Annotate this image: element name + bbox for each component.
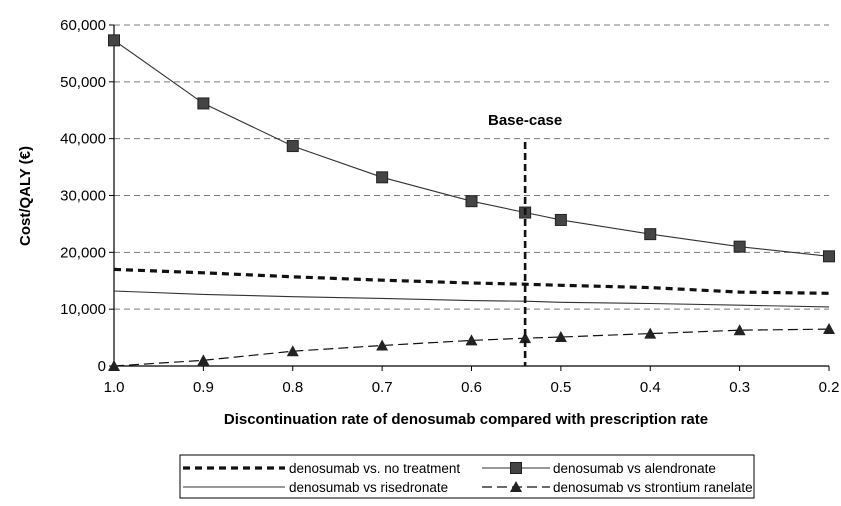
triangle-marker: [286, 345, 299, 357]
y-tick-labels: 0 10,000 20,000 30,000 40,000 50,000 60,000: [60, 17, 106, 375]
annotation: Base-case: [488, 112, 562, 366]
square-marker: [823, 250, 835, 263]
series-lines: [108, 34, 835, 371]
legend-item: denosumab vs. no treatment: [183, 461, 460, 476]
legend-item: denosumab vs alendronate: [482, 461, 716, 476]
legend-box: [179, 454, 755, 499]
series-line: [113, 267, 830, 295]
legend: denosumab vs. no treatment denosumab vs a…: [179, 454, 755, 499]
legend-label: denosumab vs alendronate: [553, 461, 716, 476]
y-tick-label: 10,000: [60, 301, 106, 318]
triangle-marker: [465, 334, 478, 346]
series-4: [108, 323, 835, 371]
triangle-marker: [510, 481, 522, 492]
triangle-marker: [823, 323, 835, 335]
legend-label: denosumab vs risedronate: [289, 480, 448, 495]
grid-lines: [114, 24, 829, 310]
y-tick-label: 20,000: [60, 244, 106, 261]
x-axis-title: Discontinuation rate of denosumab compar…: [224, 411, 708, 428]
triangle-marker: [376, 339, 389, 351]
series-line: [113, 39, 830, 257]
triangle-marker: [108, 360, 120, 371]
x-tick-label: 0.7: [372, 379, 393, 396]
y-axis-title: Cost/QALY (€): [17, 146, 34, 246]
x-tick-label: 1.0: [104, 379, 125, 396]
series-line: [113, 290, 830, 308]
triangle-marker: [519, 332, 532, 344]
x-tick-labels: 1.0 0.9 0.8 0.7 0.6 0.5 0.4 0.3 0.2: [104, 379, 840, 396]
legend-label: denosumab vs. no treatment: [289, 461, 460, 476]
base-case-label: Base-case: [488, 112, 562, 129]
triangle-marker: [733, 324, 746, 336]
x-tick-label: 0.5: [550, 379, 571, 396]
y-tick-label: 60,000: [60, 17, 106, 34]
square-marker: [286, 140, 299, 153]
legend-item: denosumab vs strontium ranelate: [482, 480, 753, 495]
y-tick-label: 30,000: [60, 188, 106, 205]
series-1: [113, 267, 830, 295]
x-tick-label: 0.9: [193, 379, 214, 396]
square-marker: [197, 97, 210, 110]
y-tick-label: 50,000: [60, 74, 106, 91]
square-marker: [644, 228, 657, 241]
square-marker: [108, 34, 120, 47]
triangle-marker: [197, 354, 210, 366]
y-tick-label: 40,000: [60, 131, 106, 148]
x-tick-label: 0.8: [282, 379, 303, 396]
x-tick-label: 0.6: [461, 379, 482, 396]
triangle-marker: [644, 327, 657, 339]
x-tick-label: 0.3: [729, 379, 750, 396]
square-marker: [510, 462, 522, 474]
series-3: [113, 290, 830, 308]
series-2: [108, 34, 835, 263]
y-tick-label: 0: [98, 358, 106, 375]
legend-label: denosumab vs strontium ranelate: [553, 480, 753, 495]
square-marker: [554, 213, 567, 226]
square-marker: [465, 195, 478, 208]
x-tick-label: 0.4: [640, 379, 661, 396]
triangle-marker: [554, 331, 567, 343]
square-marker: [733, 240, 746, 253]
x-tick-label: 0.2: [819, 379, 840, 396]
legend-item: denosumab vs risedronate: [183, 480, 448, 495]
square-marker: [376, 171, 389, 184]
